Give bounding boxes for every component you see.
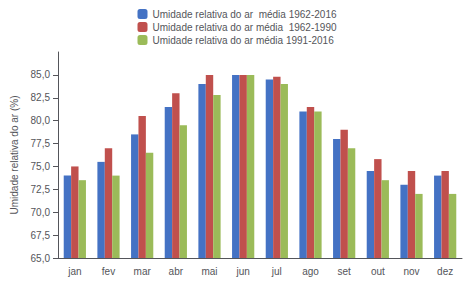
svg-text:set: set [337, 266, 351, 277]
svg-text:85,0: 85,0 [31, 69, 51, 80]
svg-text:72,5: 72,5 [31, 184, 51, 195]
svg-text:jun: jun [235, 266, 249, 277]
svg-text:Umidade relativa do ar média: Umidade relativa do ar média 1962-2016 [153, 9, 337, 20]
svg-text:nov: nov [403, 266, 419, 277]
svg-text:82,5: 82,5 [31, 92, 51, 103]
svg-text:mai: mai [201, 266, 217, 277]
svg-text:jul: jul [271, 266, 282, 277]
svg-text:80,0: 80,0 [31, 115, 51, 126]
svg-text:75,0: 75,0 [31, 161, 51, 172]
svg-text:67,5: 67,5 [31, 230, 51, 241]
svg-text:jan: jan [67, 266, 81, 277]
svg-text:dez: dez [437, 266, 453, 277]
svg-text:Umidade relativa do ar (%): Umidade relativa do ar (%) [9, 96, 20, 215]
svg-text:70,0: 70,0 [31, 207, 51, 218]
svg-text:77,5: 77,5 [31, 138, 51, 149]
svg-text:mar: mar [134, 266, 152, 277]
svg-text:Umidade relativa do ar média: Umidade relativa do ar média 1962-1990 [153, 22, 337, 33]
svg-text:abr: abr [169, 266, 184, 277]
svg-text:ago: ago [302, 266, 319, 277]
svg-text:out: out [371, 266, 385, 277]
svg-text:fev: fev [102, 266, 115, 277]
svg-text:Umidade relativa do ar média 1: Umidade relativa do ar média 1991-2016 [153, 35, 335, 46]
svg-text:65,0: 65,0 [31, 253, 51, 264]
